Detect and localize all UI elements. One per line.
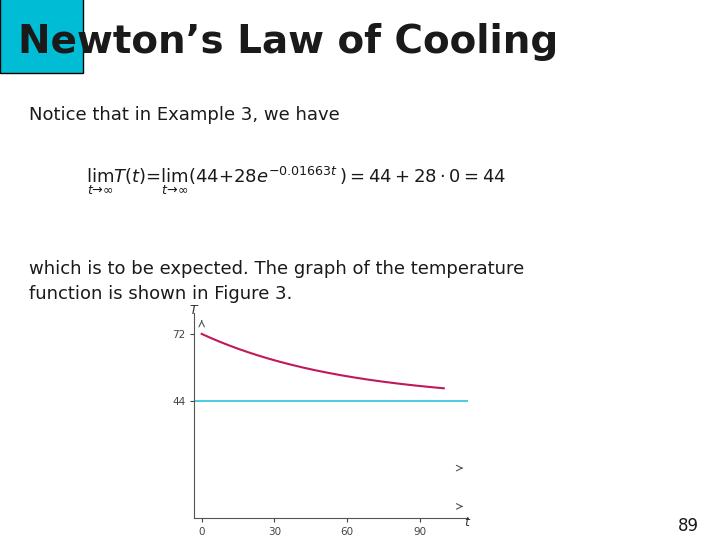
Text: Notice that in Example 3, we have: Notice that in Example 3, we have: [29, 106, 340, 124]
Text: $t$: $t$: [464, 516, 472, 529]
Text: $\lim_{t \to \infty} T(t) = \lim_{t \to \infty} (44 + 28e^{-0.01663t}) = 44 + 28: $\lim_{t \to \infty} T(t) = \lim_{t \to …: [86, 164, 507, 197]
Text: Figure 3: Figure 3: [299, 503, 364, 517]
Text: which is to be expected. The graph of the temperature
function is shown in Figur: which is to be expected. The graph of th…: [29, 260, 524, 303]
Text: $T$: $T$: [189, 303, 199, 316]
FancyBboxPatch shape: [0, 0, 83, 73]
Text: 89: 89: [678, 517, 698, 535]
Text: Newton’s Law of Cooling: Newton’s Law of Cooling: [18, 23, 558, 61]
